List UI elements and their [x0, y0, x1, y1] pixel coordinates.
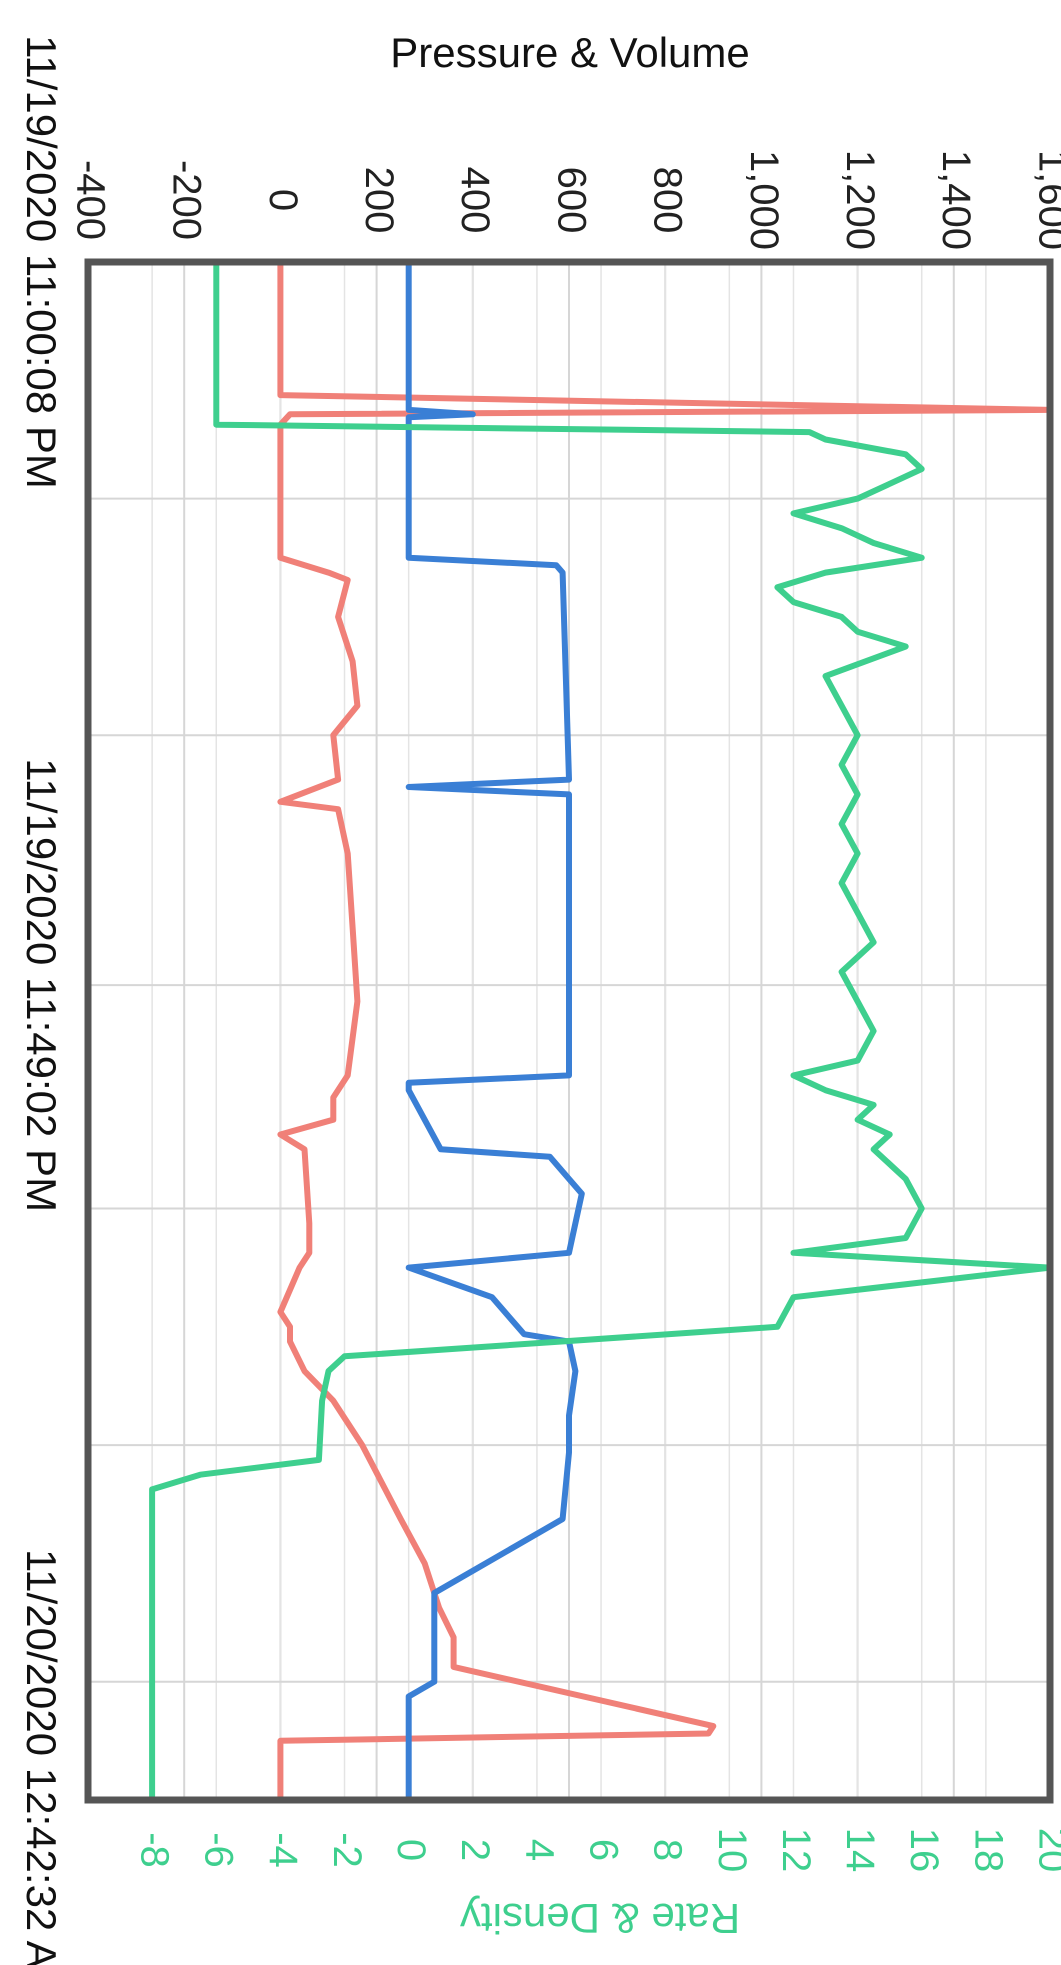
right-tick-label-7: 6	[582, 1839, 626, 1861]
series-layer	[149, 259, 1053, 1803]
right-tick-label-8: 8	[646, 1839, 690, 1861]
right-tick-label-14: 20	[1030, 1828, 1061, 1873]
time-tick-label-0: 11/19/2020 11:00:08 PM	[18, 35, 65, 489]
left-tick-label-1: -200	[165, 160, 209, 240]
left-tick-label-3: 200	[357, 167, 401, 234]
plot-frame	[84, 258, 1054, 1804]
left-axis-label: Pressure & Volume	[390, 29, 750, 76]
right-axis-label: Rate & Density	[460, 1895, 740, 1942]
left-tick-label-4: 400	[453, 167, 497, 234]
left-tick-label-7: 1,000	[742, 150, 786, 250]
left-tick-label-9: 1,400	[934, 150, 978, 250]
left-tick-label-2: 0	[261, 189, 305, 211]
series-line-0	[277, 259, 1053, 1803]
left-tick-label-0: -400	[68, 160, 112, 240]
labels-layer: -400 -200 0 200 400 600 800 1,000 1,200 1,400 1,60…	[18, 29, 1061, 1965]
right-tick-label-12: 16	[902, 1828, 946, 1873]
right-tick-label-11: 14	[838, 1828, 882, 1873]
right-tick-label-13: 18	[966, 1828, 1010, 1873]
left-tick-label-5: 600	[549, 167, 593, 234]
time-tick-label-1: 11/19/2020 11:49:02 PM	[18, 758, 65, 1212]
right-tick-label-6: 4	[517, 1839, 561, 1861]
right-tick-label-4: 0	[389, 1839, 433, 1861]
right-tick-label-0: -8	[133, 1832, 177, 1868]
right-tick-label-2: -4	[261, 1832, 305, 1868]
right-tick-label-5: 2	[453, 1839, 497, 1861]
series-line-1	[405, 259, 585, 1803]
right-tick-label-10: 12	[774, 1828, 818, 1873]
left-tick-label-8: 1,200	[838, 150, 882, 250]
right-tick-label-9: 10	[710, 1828, 754, 1873]
time-tick-label-2: 11/20/2020 12:42:32 AM	[18, 1549, 65, 1965]
right-tick-label-3: -2	[325, 1832, 369, 1868]
left-tick-label-10: 1,600	[1030, 150, 1061, 250]
right-tick-label-1: -6	[197, 1832, 241, 1868]
left-tick-label-6: 800	[646, 167, 690, 234]
series-line-2	[149, 259, 1053, 1803]
